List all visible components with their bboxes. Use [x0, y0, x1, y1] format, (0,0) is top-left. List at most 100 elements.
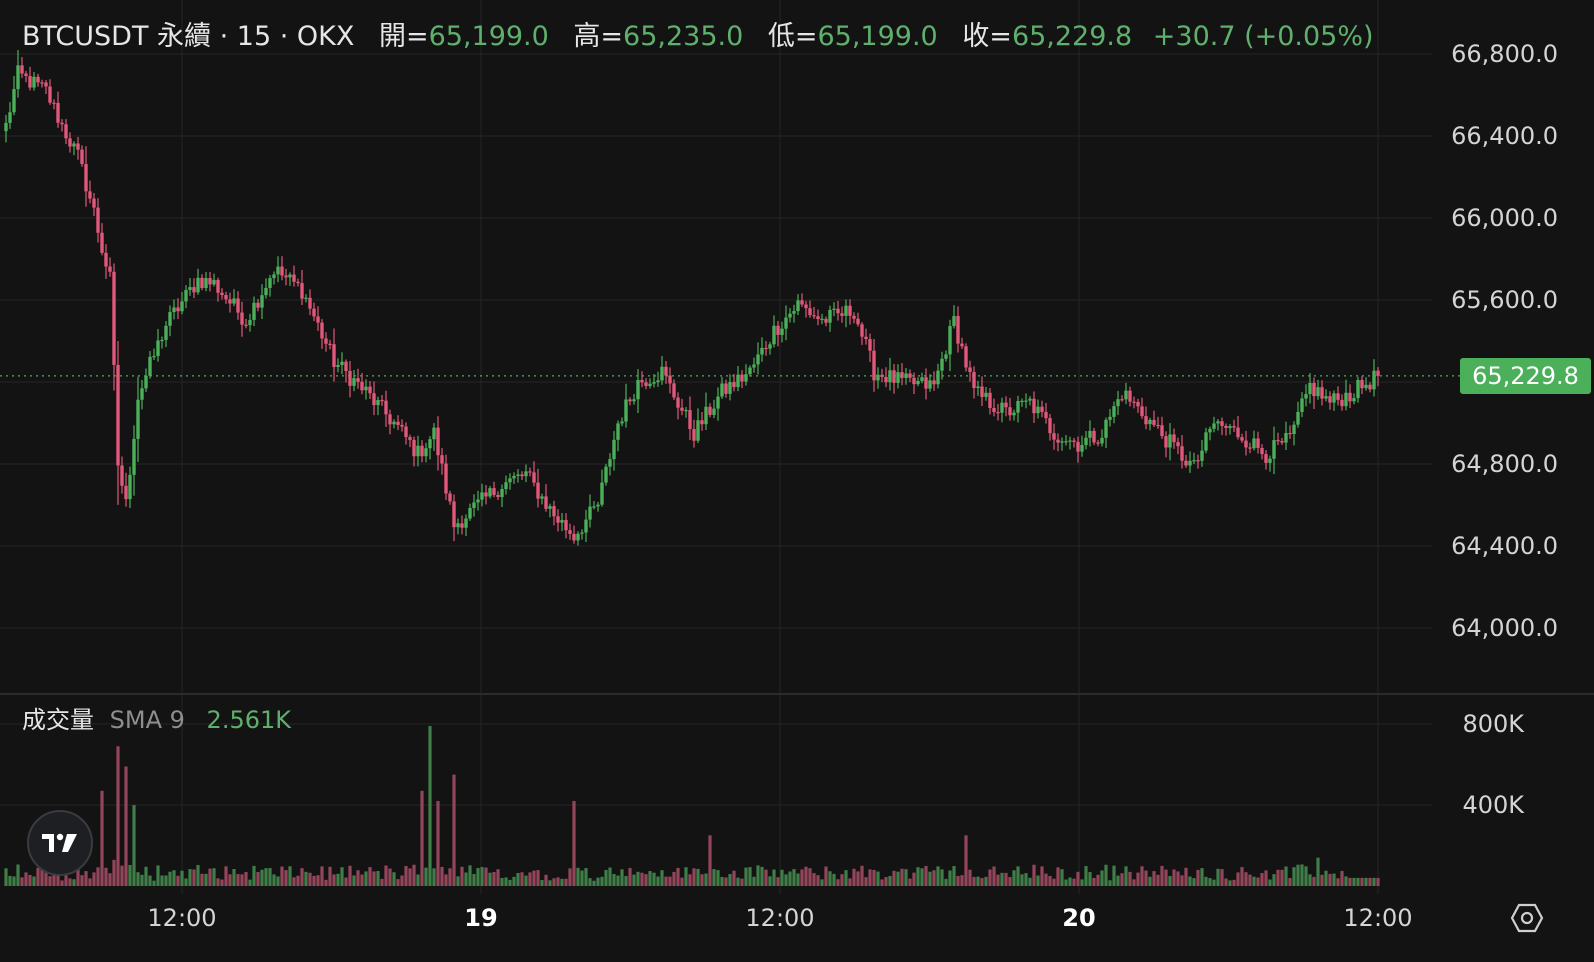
volume-bar — [1120, 873, 1124, 886]
candle-body — [456, 523, 460, 528]
volume-bar — [288, 866, 292, 886]
candle-body — [836, 308, 840, 314]
volume-bar — [636, 871, 640, 886]
volume-bar — [476, 868, 480, 886]
candle-body — [408, 437, 412, 440]
volume-bar — [456, 876, 460, 886]
candle-body — [160, 339, 164, 342]
candle-body — [852, 315, 856, 319]
volume-bar — [1012, 870, 1016, 886]
candle-body — [348, 371, 352, 386]
chart-header: BTCUSDT 永續 · 15 · OKX 開=65,199.0 高=65,23… — [22, 14, 1374, 53]
time-tick-label: 12:00 — [147, 904, 217, 932]
candle-body — [892, 370, 896, 383]
candle-body — [620, 421, 624, 424]
candle-body — [364, 386, 368, 391]
volume-bar — [496, 869, 500, 886]
volume-bar — [400, 875, 404, 886]
candle-body — [516, 474, 520, 476]
volume-bar — [220, 879, 224, 886]
settings-gear-icon[interactable] — [1510, 901, 1544, 935]
candle-body — [948, 326, 952, 355]
candle-body — [1032, 398, 1036, 414]
candle-body — [1152, 419, 1156, 425]
volume-title[interactable]: 成交量 — [22, 706, 94, 734]
volume-bar — [240, 874, 244, 886]
volume-bar — [1084, 866, 1088, 886]
candle-body — [732, 382, 736, 388]
candle-body — [900, 372, 904, 378]
candle-body — [20, 65, 24, 74]
candle-body — [1268, 458, 1272, 463]
volume-bar — [1060, 869, 1064, 886]
volume-bar — [792, 869, 796, 886]
volume-bar — [1028, 877, 1032, 886]
volume-bar — [184, 878, 188, 886]
candle-body — [84, 163, 88, 192]
open-value: 65,199.0 — [428, 21, 549, 52]
volume-bar — [580, 870, 584, 886]
candle-body — [572, 533, 576, 541]
volume-bar — [864, 877, 868, 886]
candle-body — [152, 355, 156, 358]
volume-bar — [732, 870, 736, 886]
volume-bar — [628, 867, 632, 886]
volume-bar — [800, 869, 804, 886]
candle-body — [204, 278, 208, 289]
volume-bar — [740, 878, 744, 886]
volume-bar — [192, 869, 196, 886]
volume-bar — [396, 879, 400, 886]
candle-body — [316, 316, 320, 323]
volume-bar — [568, 868, 572, 886]
candle-body — [172, 307, 176, 313]
candle-body — [876, 374, 880, 381]
volume-bar — [56, 870, 60, 886]
candle-body — [432, 427, 436, 440]
candle-body — [996, 412, 1000, 414]
candle-body — [292, 274, 296, 282]
candle-body — [956, 315, 960, 344]
candle-body — [800, 300, 804, 305]
candle-body — [812, 315, 816, 317]
volume-bar — [284, 870, 288, 886]
candle-body — [1240, 437, 1244, 441]
candle-body — [1024, 400, 1028, 402]
volume-bar — [1360, 877, 1364, 886]
volume-bar — [852, 868, 856, 886]
candle-body — [1044, 411, 1048, 419]
symbol-title[interactable]: BTCUSDT 永續 · 15 · OKX — [22, 21, 355, 52]
candle-body — [1092, 430, 1096, 443]
volume-bar — [600, 876, 604, 886]
volume-bar — [624, 875, 628, 886]
candle-body — [1232, 426, 1236, 428]
volume-bar — [1228, 880, 1232, 886]
tradingview-logo-icon[interactable] — [27, 810, 93, 876]
time-tick-label: 12:00 — [745, 904, 815, 932]
volume-bar — [340, 867, 344, 886]
volume-legend: 成交量 SMA 9 2.561K — [22, 700, 291, 735]
volume-bar — [560, 878, 564, 886]
volume-bar — [368, 867, 372, 886]
volume-bar — [784, 874, 788, 886]
candle-body — [756, 354, 760, 365]
volume-bar — [304, 871, 308, 886]
candle-body — [508, 478, 512, 483]
candle-body — [1300, 398, 1304, 412]
volume-bar — [352, 875, 356, 886]
candle-body — [544, 496, 548, 509]
volume-bar — [128, 864, 132, 886]
volume-bar — [1004, 872, 1008, 886]
volume-bar — [112, 859, 116, 886]
candle-body — [1060, 441, 1064, 443]
candle-body — [104, 252, 108, 267]
volume-bar — [956, 875, 960, 886]
candle-body — [308, 297, 312, 309]
volume-bar — [316, 875, 320, 886]
volume-bar — [208, 868, 212, 886]
candle-body — [708, 406, 712, 415]
candle-body — [464, 518, 468, 528]
volume-bar — [336, 873, 340, 886]
candle-body — [32, 76, 36, 88]
volume-bar — [92, 872, 96, 886]
